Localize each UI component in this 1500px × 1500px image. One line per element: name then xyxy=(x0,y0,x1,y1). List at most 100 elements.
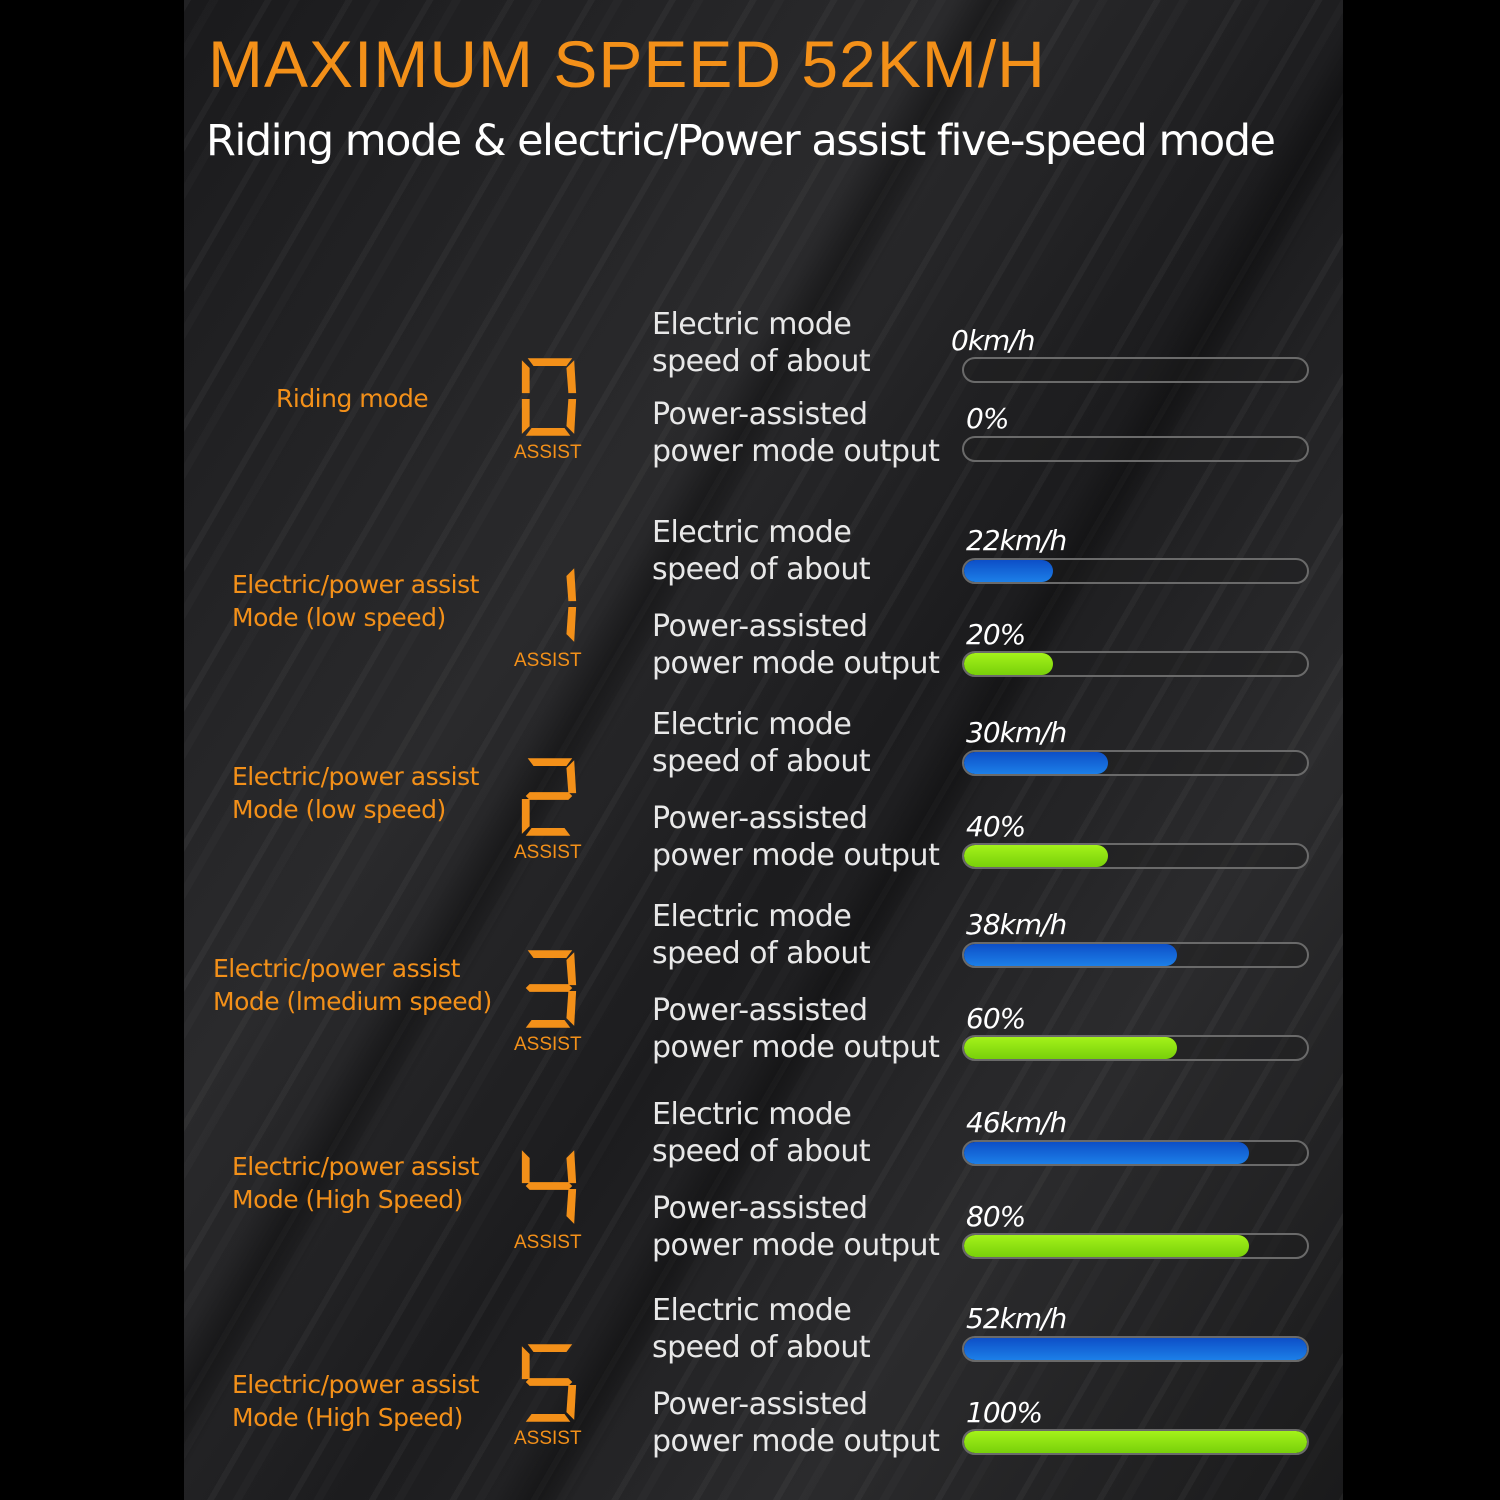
speed-label: Electric mode speed of about xyxy=(652,515,871,587)
assist-label: ASSIST xyxy=(514,650,582,671)
power-value: 40% xyxy=(966,810,1026,843)
speed-bar-fill xyxy=(964,752,1109,774)
power-bar xyxy=(962,1035,1309,1061)
digit-segment xyxy=(527,758,573,766)
mode-label: Riding mode xyxy=(276,384,429,413)
mode-label: Electric/power assist Mode (lmedium spee… xyxy=(213,954,492,1016)
power-bar-fill xyxy=(964,1431,1307,1453)
digit-segment xyxy=(521,360,530,394)
digit-segment xyxy=(527,1344,573,1352)
power-bar-fill xyxy=(964,845,1109,867)
infographic-panel: MAXIMUM SPEED 52KM/H Riding mode & elect… xyxy=(184,0,1343,1500)
digit-segment xyxy=(566,1150,577,1184)
power-value: 100% xyxy=(966,1396,1043,1429)
digit-segment xyxy=(525,984,573,992)
speed-label: Electric mode speed of about xyxy=(652,707,871,779)
digit-segment xyxy=(521,798,530,834)
digit-segment xyxy=(521,1346,530,1380)
speed-value: 30km/h xyxy=(966,716,1067,749)
power-bar xyxy=(962,1429,1309,1455)
seven-segment-digit-3 xyxy=(525,950,577,1028)
speed-label: Electric mode speed of about xyxy=(652,1293,871,1365)
assist-label: ASSIST xyxy=(514,1428,582,1449)
speed-value: 46km/h xyxy=(966,1106,1067,1139)
seven-segment-digit-5 xyxy=(521,1344,577,1422)
assist-level-row: Electric/power assist Mode (low speed) A… xyxy=(184,515,1343,708)
power-label: Power-assisted power mode output xyxy=(652,1191,940,1263)
assist-level-row: Electric/power assist Mode (High Speed) … xyxy=(184,1293,1343,1486)
digit-segment xyxy=(527,950,573,958)
seven-segment-digit-1 xyxy=(566,568,577,642)
power-label: Power-assisted power mode output xyxy=(652,397,940,469)
speed-bar xyxy=(962,1140,1309,1166)
mode-label: Electric/power assist Mode (High Speed) xyxy=(232,1370,479,1432)
speed-bar xyxy=(962,942,1309,968)
assist-label: ASSIST xyxy=(514,1232,582,1253)
power-label: Power-assisted power mode output xyxy=(652,609,940,681)
speed-bar xyxy=(962,558,1309,584)
power-value: 0% xyxy=(966,402,1009,435)
power-label: Power-assisted power mode output xyxy=(652,993,940,1065)
power-value: 80% xyxy=(966,1200,1026,1233)
power-value: 60% xyxy=(966,1002,1026,1035)
mode-label: Electric/power assist Mode (low speed) xyxy=(232,570,479,632)
speed-bar xyxy=(962,357,1309,383)
power-label: Power-assisted power mode output xyxy=(652,801,940,873)
digit-segment xyxy=(525,428,571,436)
page-title: MAXIMUM SPEED 52KM/H xyxy=(208,27,1046,101)
digit-segment xyxy=(525,1020,571,1028)
assist-level-row: Electric/power assist Mode (lmedium spee… xyxy=(184,899,1343,1092)
digit-segment xyxy=(521,1150,530,1184)
mode-label: Electric/power assist Mode (low speed) xyxy=(232,762,479,824)
assist-level-row: Electric/power assist Mode (High Speed) … xyxy=(184,1097,1343,1290)
power-bar xyxy=(962,843,1309,869)
digit-segment xyxy=(525,1182,573,1190)
speed-bar xyxy=(962,750,1309,776)
power-label: Power-assisted power mode output xyxy=(652,1387,940,1459)
digit-segment xyxy=(566,760,577,794)
page-subtitle: Riding mode & electric/Power assist five… xyxy=(206,116,1276,166)
digit-segment xyxy=(566,568,577,602)
digit-segment xyxy=(566,398,577,434)
power-bar xyxy=(962,1233,1309,1259)
power-bar xyxy=(962,651,1309,677)
seven-segment-digit-2 xyxy=(521,758,577,836)
digit-segment xyxy=(566,1384,577,1420)
speed-value: 0km/h xyxy=(951,324,1035,357)
assist-label: ASSIST xyxy=(514,842,582,863)
digit-segment xyxy=(525,792,573,800)
speed-bar-fill xyxy=(964,944,1177,966)
power-value: 20% xyxy=(966,618,1026,651)
mode-label: Electric/power assist Mode (High Speed) xyxy=(232,1152,479,1214)
digit-segment xyxy=(525,828,571,836)
digit-segment xyxy=(566,952,577,986)
speed-bar-fill xyxy=(964,560,1054,582)
assist-label: ASSIST xyxy=(514,442,582,463)
speed-bar-fill xyxy=(964,1142,1249,1164)
assist-level-row: Electric/power assist Mode (low speed) A… xyxy=(184,707,1343,900)
digit-segment xyxy=(527,358,573,366)
speed-bar-fill xyxy=(964,1338,1307,1360)
power-bar xyxy=(962,436,1309,462)
digit-segment xyxy=(566,606,577,642)
assist-label: ASSIST xyxy=(514,1034,582,1055)
digit-segment xyxy=(566,1188,577,1224)
speed-label: Electric mode speed of about xyxy=(652,307,871,379)
seven-segment-digit-0 xyxy=(521,358,577,436)
digit-segment xyxy=(566,360,577,394)
power-bar-fill xyxy=(964,1037,1177,1059)
seven-segment-digit-4 xyxy=(521,1150,577,1224)
digit-segment xyxy=(525,1414,571,1422)
speed-value: 52km/h xyxy=(966,1302,1067,1335)
assist-level-row: Riding mode ASSIST Electric mode speed o… xyxy=(184,307,1343,500)
digit-segment xyxy=(525,1378,573,1386)
speed-label: Electric mode speed of about xyxy=(652,1097,871,1169)
speed-value: 38km/h xyxy=(966,908,1067,941)
speed-value: 22km/h xyxy=(966,524,1067,557)
digit-segment xyxy=(566,990,577,1026)
power-bar-fill xyxy=(964,1235,1249,1257)
power-bar-fill xyxy=(964,653,1054,675)
speed-bar xyxy=(962,1336,1309,1362)
digit-segment xyxy=(521,398,530,434)
speed-label: Electric mode speed of about xyxy=(652,899,871,971)
